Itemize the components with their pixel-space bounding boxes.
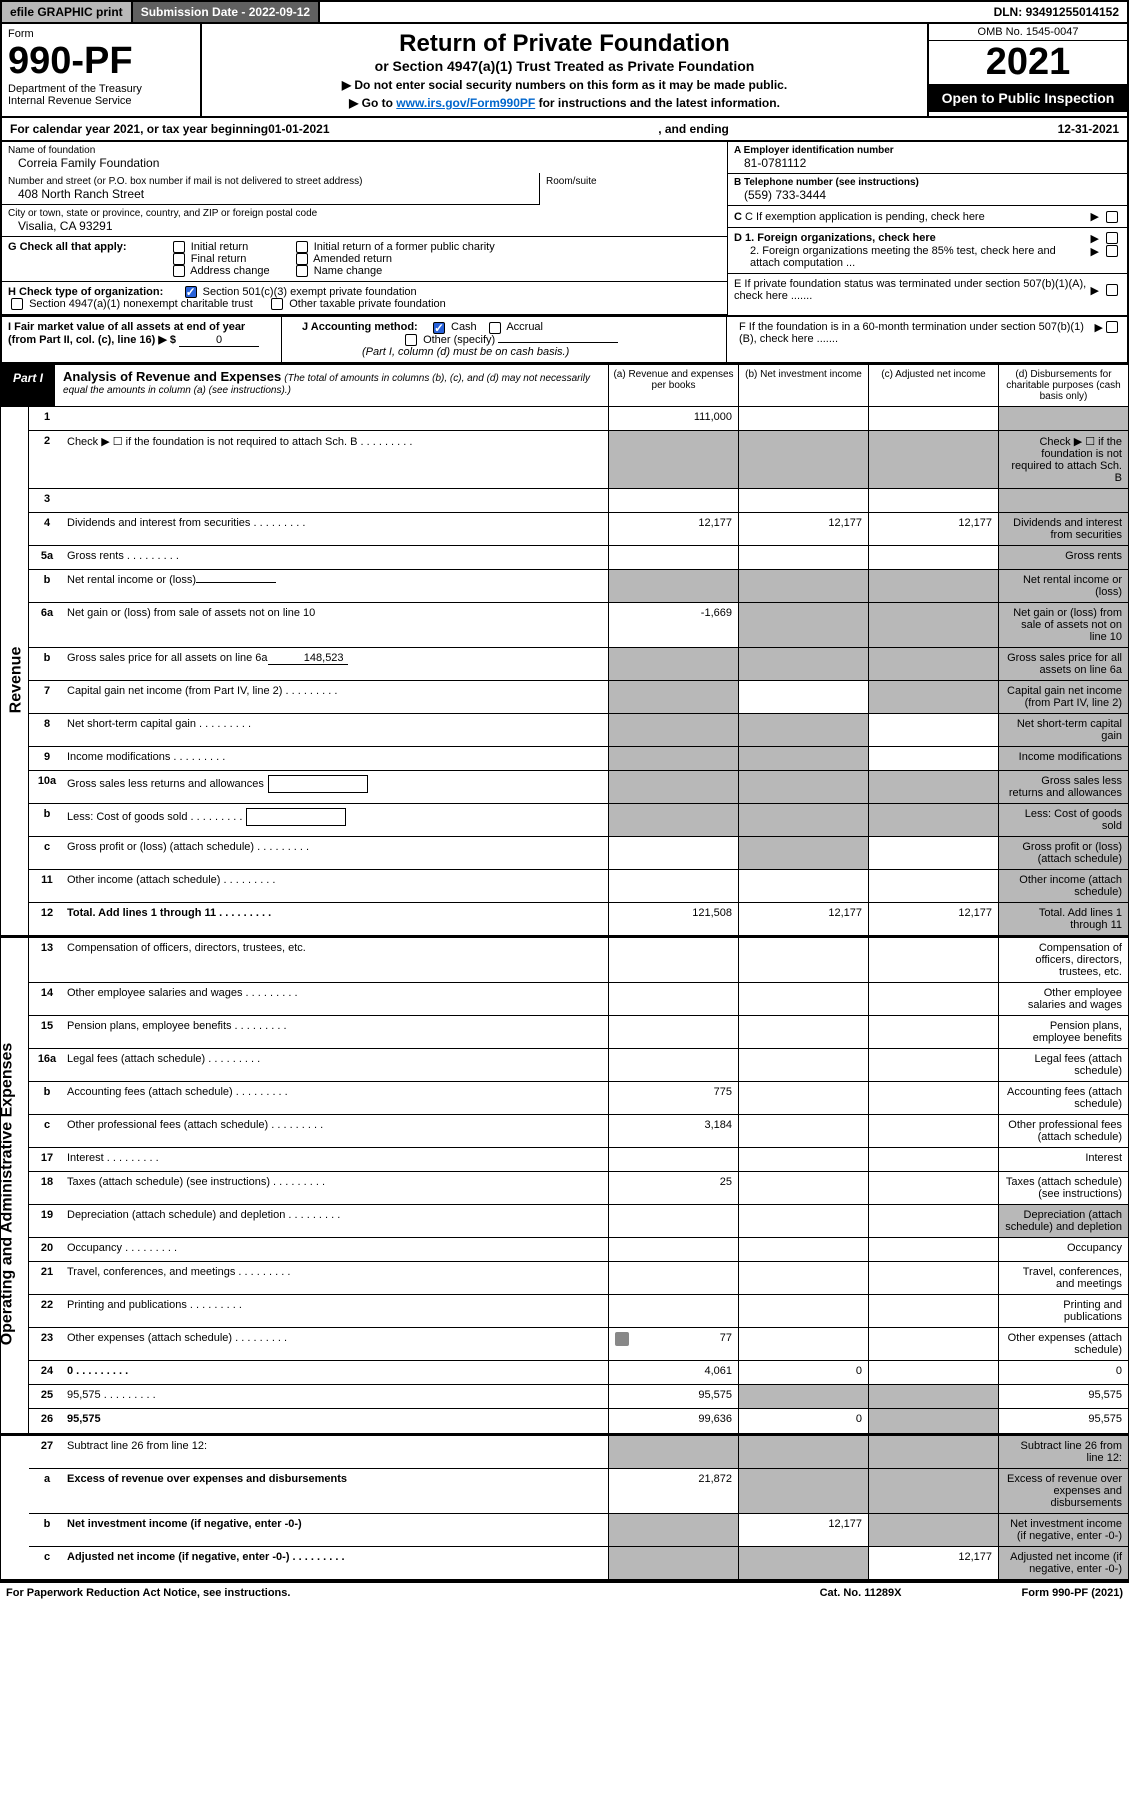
checkbox-501c3[interactable]: [185, 286, 197, 298]
table-row: 11Other income (attach schedule) . . . .…: [29, 870, 1128, 903]
table-row: 5aGross rents . . . . . . . . .Gross ren…: [29, 546, 1128, 570]
table-row: cGross profit or (loss) (attach schedule…: [29, 837, 1128, 870]
table-row: 14Other employee salaries and wages . . …: [29, 983, 1128, 1016]
col-a-header: (a) Revenue and expenses per books: [608, 365, 738, 406]
checkbox-name-change[interactable]: [296, 265, 308, 277]
fmv-value: 0: [179, 334, 259, 347]
ein: 81-0781112: [734, 156, 1121, 170]
year-block: OMB No. 1545-0047 2021 Open to Public In…: [927, 24, 1127, 116]
tax-year: 2021: [929, 41, 1127, 84]
checkbox-final-return[interactable]: [173, 253, 185, 265]
table-row: cOther professional fees (attach schedul…: [29, 1115, 1128, 1148]
open-to-public: Open to Public Inspection: [929, 84, 1127, 112]
spacer: [320, 2, 985, 22]
table-row: 2695,57599,636095,575: [29, 1409, 1128, 1433]
calendar-year-row: For calendar year 2021, or tax year begi…: [0, 118, 1129, 142]
telephone: (559) 733-3444: [734, 188, 1121, 202]
table-row: 17Interest . . . . . . . . .Interest: [29, 1148, 1128, 1172]
form-number-block: Form 990-PF Department of the Treasury I…: [2, 24, 202, 116]
checkbox-address-change[interactable]: [173, 265, 185, 277]
table-row: 2Check ▶ ☐ if the foundation is not requ…: [29, 431, 1128, 489]
table-row: 9Income modifications . . . . . . . . .I…: [29, 747, 1128, 771]
checkbox-initial-former[interactable]: [296, 241, 308, 253]
table-row: 6aNet gain or (loss) from sale of assets…: [29, 603, 1128, 648]
table-row: 22Printing and publications . . . . . . …: [29, 1295, 1128, 1328]
section-h: H Check type of organization: Section 50…: [2, 282, 727, 315]
checkbox-other-taxable[interactable]: [271, 298, 283, 310]
ijf-row: I Fair market value of all assets at end…: [0, 317, 1129, 363]
table-row: 8Net short-term capital gain . . . . . .…: [29, 714, 1128, 747]
checkbox-d1[interactable]: [1106, 232, 1118, 244]
page-footer: For Paperwork Reduction Act Notice, see …: [0, 1581, 1129, 1603]
checkbox-d2[interactable]: [1106, 245, 1118, 257]
table-row: 18Taxes (attach schedule) (see instructi…: [29, 1172, 1128, 1205]
table-row: cAdjusted net income (if negative, enter…: [29, 1547, 1128, 1579]
form-title: Return of Private Foundation: [208, 30, 921, 58]
checkbox-amended[interactable]: [296, 253, 308, 265]
table-row: aExcess of revenue over expenses and dis…: [29, 1469, 1128, 1514]
street-address: 408 North Ranch Street: [8, 187, 533, 201]
city-state-zip: Visalia, CA 93291: [8, 219, 721, 233]
form-number: 990-PF: [8, 40, 194, 83]
section-f: F If the foundation is in a 60-month ter…: [727, 317, 1127, 361]
table-row: 23Other expenses (attach schedule) . . .…: [29, 1328, 1128, 1361]
table-row: bLess: Cost of goods sold . . . . . . . …: [29, 804, 1128, 837]
table-row: 16aLegal fees (attach schedule) . . . . …: [29, 1049, 1128, 1082]
attachment-icon[interactable]: [615, 1332, 629, 1346]
checkbox-initial-return[interactable]: [173, 241, 185, 253]
table-row: 10aGross sales less returns and allowanc…: [29, 771, 1128, 804]
dln: DLN: 93491255014152: [986, 2, 1127, 22]
checkbox-4947a1[interactable]: [11, 298, 23, 310]
table-row: bAccounting fees (attach schedule) . . .…: [29, 1082, 1128, 1115]
foundation-name: Correia Family Foundation: [8, 156, 721, 170]
submission-date: Submission Date - 2022-09-12: [133, 2, 320, 22]
checkbox-other-method[interactable]: [405, 334, 417, 346]
table-row: 12Total. Add lines 1 through 11 . . . . …: [29, 903, 1128, 935]
section-j: J Accounting method: Cash Accrual Other …: [282, 317, 727, 361]
checkbox-f[interactable]: [1106, 321, 1118, 333]
table-row: bGross sales price for all assets on lin…: [29, 648, 1128, 681]
table-row: 15Pension plans, employee benefits . . .…: [29, 1016, 1128, 1049]
form-title-block: Return of Private Foundation or Section …: [202, 24, 927, 116]
efile-label[interactable]: efile GRAPHIC print: [2, 2, 133, 22]
table-row: bNet rental income or (loss)Net rental i…: [29, 570, 1128, 603]
table-row: 1111,000: [29, 407, 1128, 431]
omb-number: OMB No. 1545-0047: [929, 24, 1127, 41]
table-row: 19Depreciation (attach schedule) and dep…: [29, 1205, 1128, 1238]
revenue-section: Revenue 1111,0002Check ▶ ☐ if the founda…: [0, 407, 1129, 936]
section-i: I Fair market value of all assets at end…: [2, 317, 282, 361]
table-row: 13Compensation of officers, directors, t…: [29, 938, 1128, 983]
checkbox-cash[interactable]: [433, 322, 445, 334]
table-row: 20Occupancy . . . . . . . . .Occupancy: [29, 1238, 1128, 1262]
checkbox-e[interactable]: [1106, 284, 1118, 296]
instructions-link[interactable]: www.irs.gov/Form990PF: [396, 96, 535, 110]
table-row: 4Dividends and interest from securities …: [29, 513, 1128, 546]
info-grid: Name of foundation Correia Family Founda…: [0, 142, 1129, 317]
summary-section: 27Subtract line 26 from line 12:Subtract…: [0, 1436, 1129, 1581]
checkbox-accrual[interactable]: [489, 322, 501, 334]
table-row: 240 . . . . . . . . .4,06100: [29, 1361, 1128, 1385]
expenses-section: Operating and Administrative Expenses 13…: [0, 938, 1129, 1434]
table-row: 7Capital gain net income (from Part IV, …: [29, 681, 1128, 714]
part1-header: Part I Analysis of Revenue and Expenses …: [0, 364, 1129, 407]
col-b-header: (b) Net investment income: [738, 365, 868, 406]
section-g: G Check all that apply: Initial return F…: [2, 237, 727, 282]
col-d-header: (d) Disbursements for charitable purpose…: [998, 365, 1128, 406]
table-row: 2595,575 . . . . . . . . .95,57595,575: [29, 1385, 1128, 1409]
table-row: 21Travel, conferences, and meetings . . …: [29, 1262, 1128, 1295]
top-bar: efile GRAPHIC print Submission Date - 20…: [0, 0, 1129, 24]
table-row: 27Subtract line 26 from line 12:Subtract…: [29, 1436, 1128, 1469]
checkbox-c[interactable]: [1106, 211, 1118, 223]
col-c-header: (c) Adjusted net income: [868, 365, 998, 406]
form-header: Form 990-PF Department of the Treasury I…: [0, 24, 1129, 118]
table-row: bNet investment income (if negative, ent…: [29, 1514, 1128, 1547]
table-row: 3: [29, 489, 1128, 513]
